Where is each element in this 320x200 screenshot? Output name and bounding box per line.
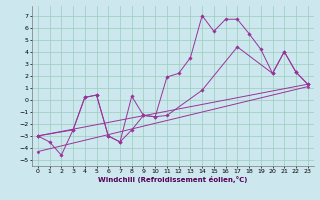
X-axis label: Windchill (Refroidissement éolien,°C): Windchill (Refroidissement éolien,°C) bbox=[98, 176, 247, 183]
